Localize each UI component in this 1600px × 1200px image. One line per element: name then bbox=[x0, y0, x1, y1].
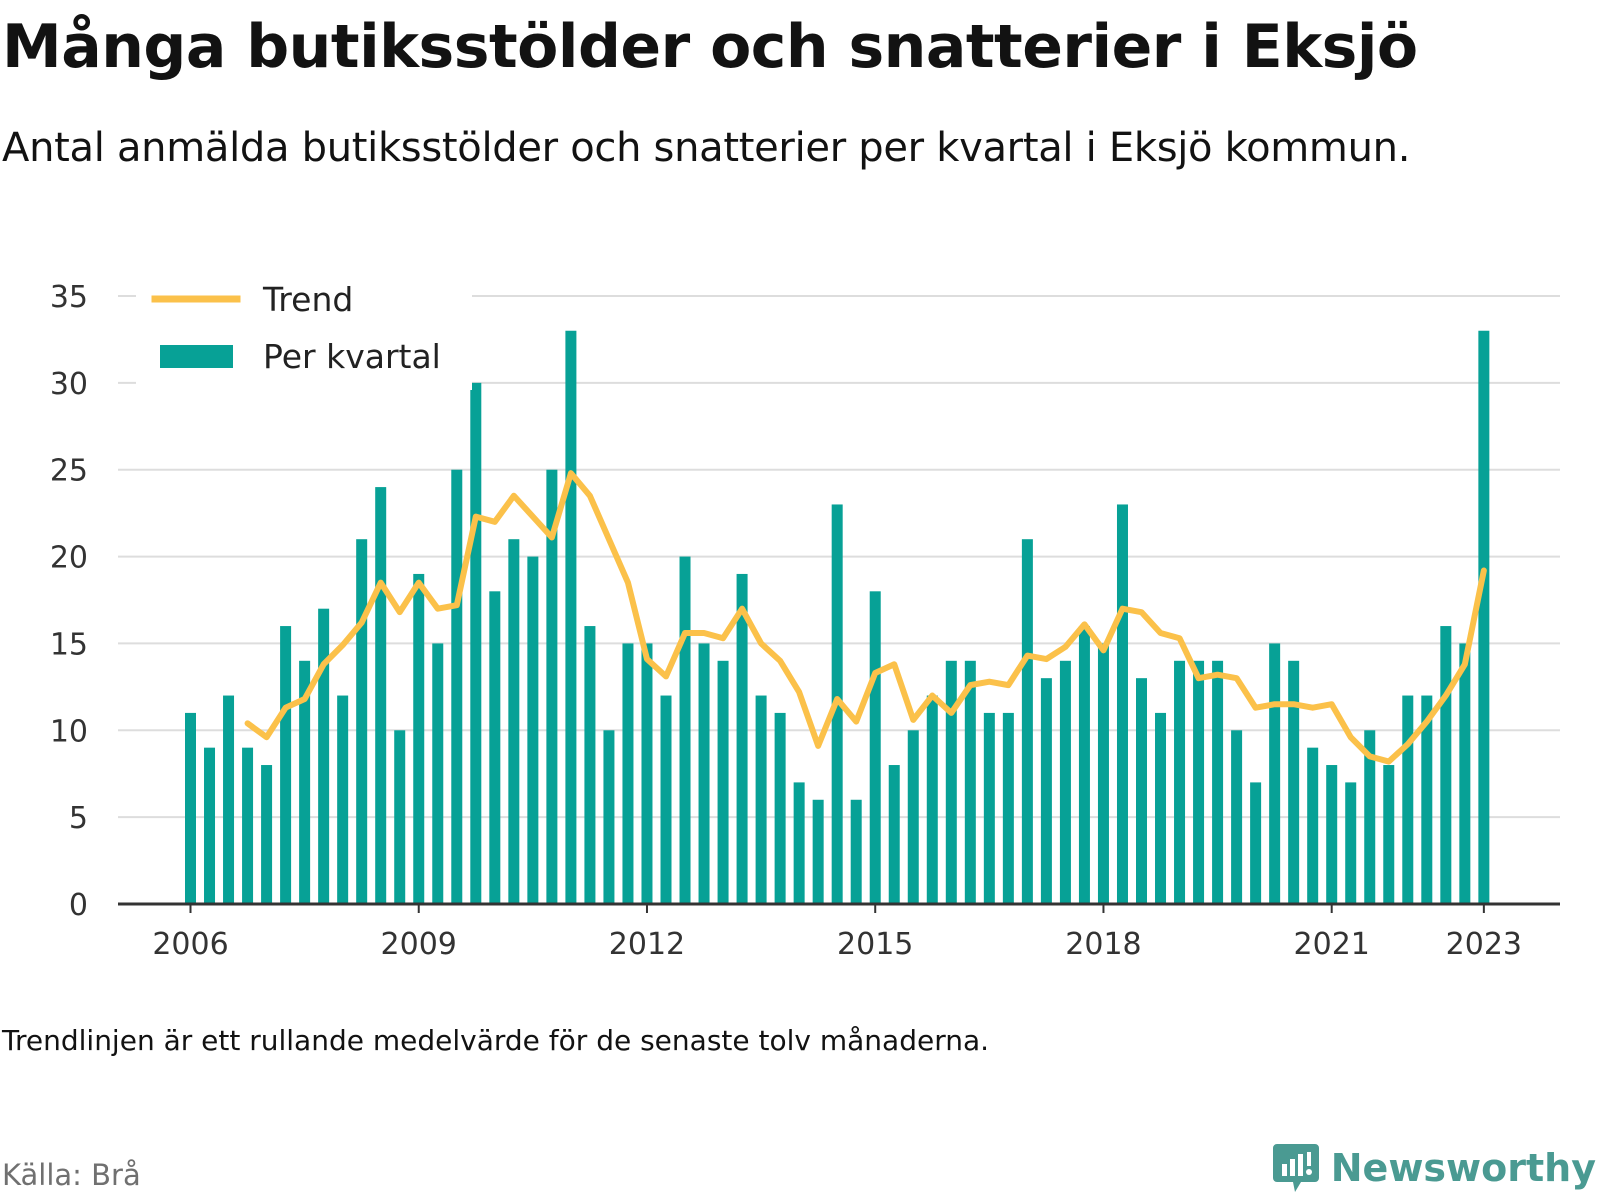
bar bbox=[907, 730, 919, 904]
bar bbox=[375, 487, 387, 904]
footnote: Trendlinjen är ett rullande medelvärde f… bbox=[2, 1024, 990, 1057]
bar bbox=[185, 712, 196, 904]
bar bbox=[983, 712, 995, 904]
y-tick-label: 20 bbox=[50, 541, 88, 576]
bar bbox=[1021, 539, 1033, 904]
brand-logo: Newsworthy bbox=[1271, 1140, 1596, 1196]
bar bbox=[470, 382, 482, 904]
bar bbox=[774, 712, 786, 904]
bar bbox=[1478, 330, 1490, 904]
bar bbox=[337, 695, 349, 904]
bar bbox=[1040, 678, 1052, 904]
bar bbox=[508, 539, 520, 904]
bar bbox=[869, 591, 881, 904]
bar bbox=[717, 660, 729, 904]
y-tick-label: 5 bbox=[69, 801, 88, 836]
bar bbox=[679, 556, 691, 904]
chart-subtitle: Antal anmälda butiksstölder och snatteri… bbox=[2, 125, 1411, 171]
x-tick-label: 2015 bbox=[837, 927, 913, 962]
bar bbox=[1326, 765, 1338, 904]
bar bbox=[698, 643, 710, 904]
bar bbox=[413, 573, 425, 904]
x-tick-label: 2012 bbox=[609, 927, 685, 962]
legend-trend-label: Trend bbox=[262, 280, 353, 319]
y-tick-label: 15 bbox=[50, 627, 88, 662]
bar bbox=[603, 730, 615, 904]
y-tick-label: 0 bbox=[69, 888, 88, 923]
legend-bar-swatch bbox=[160, 345, 233, 368]
bar bbox=[888, 765, 900, 904]
bar bbox=[945, 660, 957, 904]
bar bbox=[736, 573, 748, 904]
bar bbox=[1155, 712, 1167, 904]
x-tick-label: 2018 bbox=[1065, 927, 1141, 962]
bar bbox=[546, 469, 558, 904]
x-tick-label: 2023 bbox=[1446, 927, 1522, 962]
bar bbox=[1421, 695, 1433, 904]
bar bbox=[812, 799, 824, 904]
bar bbox=[1307, 747, 1319, 904]
bar bbox=[432, 643, 444, 904]
bar bbox=[1136, 678, 1147, 904]
bar bbox=[622, 643, 634, 904]
axes: 0 5 10 15 20 25 30 35 2006 2009 2012 2015 2018 2021 20… bbox=[50, 280, 1560, 962]
bar bbox=[641, 643, 653, 904]
x-tick-label: 2006 bbox=[152, 927, 228, 962]
bar bbox=[318, 608, 330, 904]
y-tick-label: 10 bbox=[50, 714, 88, 749]
brand-name: Newsworthy bbox=[1330, 1146, 1596, 1190]
bar bbox=[926, 695, 938, 904]
bar bbox=[1383, 765, 1395, 904]
bar bbox=[356, 539, 368, 904]
bar bbox=[280, 626, 292, 904]
x-tick-label: 2021 bbox=[1294, 927, 1370, 962]
bar bbox=[1402, 695, 1414, 904]
bar bbox=[584, 626, 596, 904]
bar bbox=[565, 330, 577, 904]
bar bbox=[1440, 626, 1452, 904]
y-tick-label: 35 bbox=[50, 280, 88, 315]
bar bbox=[394, 730, 406, 904]
bar bbox=[1193, 660, 1205, 904]
chart: 0 5 10 15 20 25 30 35 2006 2009 2012 2015 2018 2021 20… bbox=[49, 272, 1560, 962]
bar bbox=[489, 591, 501, 904]
bar bbox=[1078, 626, 1090, 904]
legend-background bbox=[136, 272, 472, 390]
bar bbox=[660, 695, 672, 904]
bar bbox=[1459, 643, 1471, 904]
bar bbox=[1212, 660, 1224, 904]
bar bbox=[1364, 730, 1376, 904]
bar-series bbox=[185, 330, 1490, 904]
legend-bar-label: Per kvartal bbox=[263, 337, 441, 376]
trend-line bbox=[244, 470, 1487, 765]
bar bbox=[1345, 782, 1357, 904]
bar bbox=[1116, 504, 1128, 904]
y-tick-label: 25 bbox=[50, 454, 88, 489]
bar bbox=[1250, 782, 1262, 904]
bar bbox=[1231, 730, 1243, 904]
source-label: Källa: Brå bbox=[2, 1158, 141, 1192]
legend: Trend Per kvartal bbox=[136, 272, 472, 390]
bar bbox=[793, 782, 805, 904]
bar bbox=[1269, 643, 1281, 904]
bar bbox=[755, 695, 767, 904]
x-tick-label: 2009 bbox=[381, 927, 457, 962]
bar bbox=[1059, 660, 1071, 904]
bar bbox=[1288, 660, 1300, 904]
chart-title: Många butiksstölder och snatterier i Eks… bbox=[2, 12, 1418, 82]
bar bbox=[204, 747, 216, 904]
bar bbox=[1002, 712, 1014, 904]
bar bbox=[527, 556, 539, 904]
bar bbox=[242, 747, 254, 904]
bar bbox=[299, 660, 311, 904]
bar bbox=[850, 799, 862, 904]
bar bbox=[451, 469, 463, 904]
bar bbox=[964, 660, 976, 904]
bar bbox=[1174, 660, 1186, 904]
newsworthy-logo-icon bbox=[1272, 1144, 1319, 1192]
bar bbox=[1097, 643, 1109, 904]
bar bbox=[261, 765, 273, 904]
y-tick-label: 30 bbox=[50, 367, 88, 402]
bar bbox=[223, 695, 235, 904]
